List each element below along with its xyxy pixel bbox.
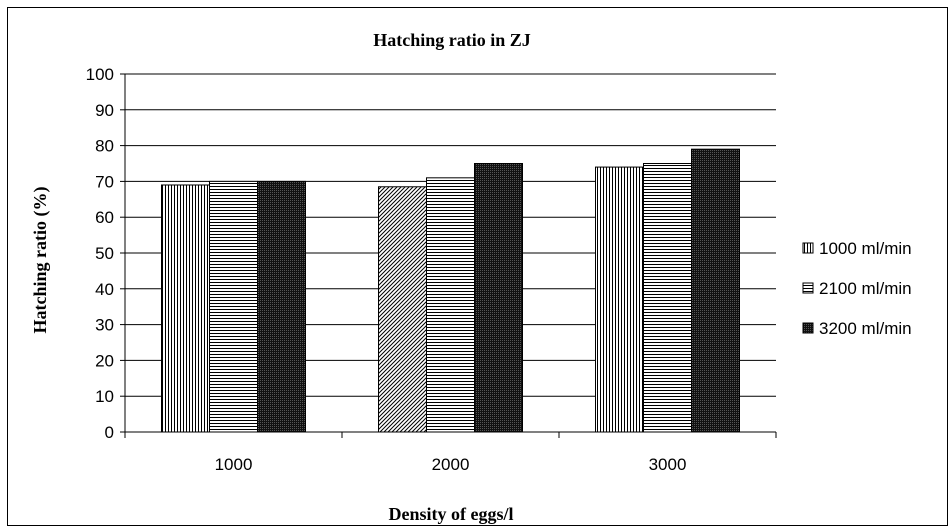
y-tick-label: 40 xyxy=(95,280,114,299)
y-tick-label: 70 xyxy=(95,172,114,191)
bar xyxy=(257,180,306,433)
x-tick-label: 2000 xyxy=(432,455,470,474)
legend-swatch xyxy=(802,242,814,254)
y-tick-label: 0 xyxy=(105,423,114,442)
bar xyxy=(161,184,210,433)
bar xyxy=(209,180,258,433)
bar xyxy=(426,177,475,433)
y-tick-label: 80 xyxy=(95,137,114,156)
y-tick-label: 10 xyxy=(95,387,114,406)
axes xyxy=(120,73,777,438)
bar xyxy=(378,186,427,433)
x-tick-label: 1000 xyxy=(215,455,253,474)
legend: 1000 ml/min 2100 ml/min 3200 ml/min xyxy=(802,239,912,338)
bar xyxy=(474,163,523,433)
bars xyxy=(161,148,740,433)
y-tick-label: 100 xyxy=(86,65,114,84)
y-tick-label: 90 xyxy=(95,101,114,120)
y-tick-labels: 0 10 20 30 40 50 60 70 80 90 100 xyxy=(86,65,114,442)
y-tick-label: 30 xyxy=(95,316,114,335)
bar xyxy=(691,148,740,433)
y-tick-label: 20 xyxy=(95,351,114,370)
legend-label: 1000 ml/min xyxy=(819,239,912,258)
legend-swatch xyxy=(802,322,814,334)
legend-label: 3200 ml/min xyxy=(819,319,912,338)
x-tick-labels: 1000 2000 3000 xyxy=(215,455,687,474)
y-tick-label: 50 xyxy=(95,244,114,263)
x-tick-label: 3000 xyxy=(649,455,687,474)
chart-title: Hatching ratio in ZJ xyxy=(373,30,531,50)
x-axis-label: Density of eggs/l xyxy=(389,504,514,524)
legend-swatch xyxy=(802,282,814,294)
y-tick-label: 60 xyxy=(95,208,114,227)
bar xyxy=(643,163,692,433)
bar xyxy=(595,166,644,433)
legend-label: 2100 ml/min xyxy=(819,279,912,298)
y-axis-label: Hatching ratio (%) xyxy=(30,187,51,334)
